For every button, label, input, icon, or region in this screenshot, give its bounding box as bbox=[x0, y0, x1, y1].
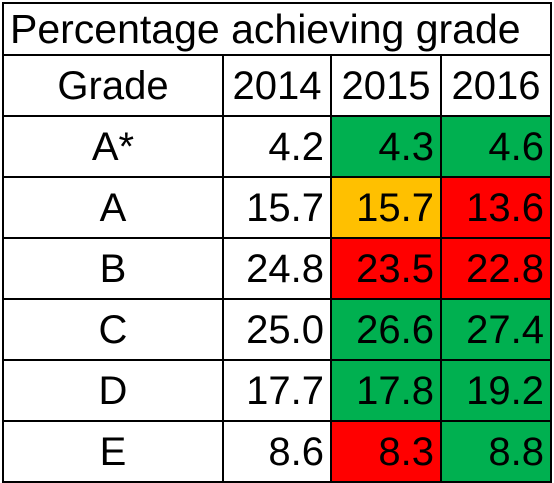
grade-label-cell: B bbox=[2, 237, 224, 300]
title-row: Percentage achieving grade bbox=[1, 2, 553, 56]
percentage-cell-2014: 4.2 bbox=[222, 115, 332, 178]
year-header-2016: 2016 bbox=[439, 54, 553, 117]
percentage-cell-2015: 8.3 bbox=[330, 420, 442, 483]
table-row: C 25.0 26.6 27.4 bbox=[2, 298, 553, 361]
table-row: E 8.6 8.3 8.8 bbox=[2, 420, 553, 483]
grade-label-cell: A* bbox=[2, 115, 224, 178]
percentage-cell-2014: 8.6 bbox=[222, 420, 332, 483]
grade-label-cell: C bbox=[2, 298, 224, 361]
table-row: A* 4.2 4.3 4.6 bbox=[2, 115, 553, 178]
year-header-2014: 2014 bbox=[222, 54, 332, 117]
percentage-cell-2016: 19.2 bbox=[439, 359, 553, 422]
percentage-cell-2015: 17.8 bbox=[330, 359, 442, 422]
percentage-cell-2014: 15.7 bbox=[222, 176, 332, 239]
table-title: Percentage achieving grade bbox=[1, 2, 553, 56]
grade-column-header: Grade bbox=[2, 54, 224, 117]
percentage-cell-2015: 23.5 bbox=[330, 237, 442, 300]
grade-label-cell: E bbox=[2, 420, 224, 483]
table-row: B 24.8 23.5 22.8 bbox=[2, 237, 553, 300]
header-row: Grade 2014 2015 2016 bbox=[2, 54, 553, 117]
grade-label-cell: D bbox=[2, 359, 224, 422]
table-row: A 15.7 15.7 13.6 bbox=[2, 176, 553, 239]
percentage-cell-2015: 4.3 bbox=[330, 115, 442, 178]
table-row: D 17.7 17.8 19.2 bbox=[2, 359, 553, 422]
percentage-cell-2016: 27.4 bbox=[439, 298, 553, 361]
grade-label-cell: A bbox=[2, 176, 224, 239]
percentage-cell-2016: 22.8 bbox=[439, 237, 553, 300]
percentage-cell-2016: 8.8 bbox=[439, 420, 553, 483]
percentage-cell-2015: 26.6 bbox=[330, 298, 442, 361]
percentage-cell-2014: 24.8 bbox=[222, 237, 332, 300]
percentage-cell-2016: 13.6 bbox=[439, 176, 553, 239]
percentage-cell-2014: 17.7 bbox=[222, 359, 332, 422]
percentage-cell-2014: 25.0 bbox=[222, 298, 332, 361]
percentage-cell-2015: 15.7 bbox=[330, 176, 442, 239]
year-header-2015: 2015 bbox=[330, 54, 442, 117]
percentage-cell-2016: 4.6 bbox=[439, 115, 553, 178]
table-body: A* 4.2 4.3 4.6 A 15.7 15.7 13.6 B 24.8 23.5 22.8 C 25… bbox=[2, 115, 553, 483]
